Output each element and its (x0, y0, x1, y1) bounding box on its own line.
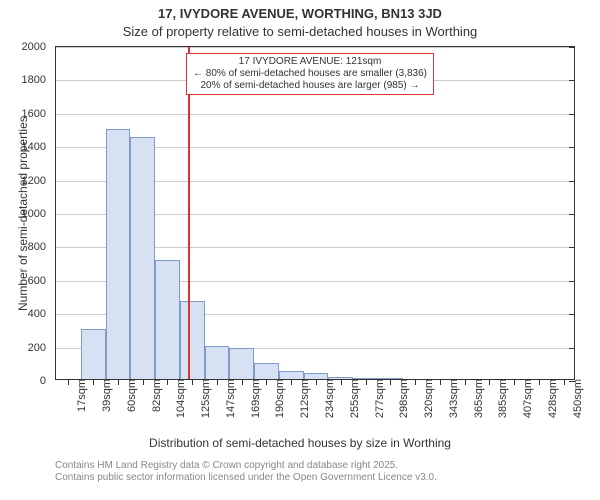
histogram-bar (155, 260, 180, 379)
x-tick-mark (366, 379, 367, 385)
x-tick-label: 190sqm (270, 379, 286, 418)
histogram-bar (81, 329, 106, 379)
x-tick-mark (341, 379, 342, 385)
y-tick-label: 200 (28, 342, 56, 354)
x-tick-label: 277sqm (370, 379, 386, 418)
x-tick-mark (217, 379, 218, 385)
x-tick-label: 147sqm (221, 379, 237, 418)
y-tick-label: 1800 (22, 74, 56, 86)
x-tick-mark (316, 379, 317, 385)
footer-line-1: Contains HM Land Registry data © Crown c… (55, 460, 600, 472)
x-tick-label: 320sqm (419, 379, 435, 418)
x-tick-label: 39sqm (97, 379, 113, 412)
grid-line (56, 47, 574, 48)
histogram-bar (254, 363, 279, 379)
x-tick-mark (291, 379, 292, 385)
x-tick-mark (465, 379, 466, 385)
x-tick-label: 407sqm (518, 379, 534, 418)
chart-root: 17, IVYDORE AVENUE, WORTHING, BN13 3JD S… (0, 0, 600, 500)
x-tick-label: 450sqm (568, 379, 584, 418)
marker-line (188, 47, 190, 379)
y-tick-label: 400 (28, 308, 56, 320)
x-tick-mark (390, 379, 391, 385)
x-tick-label: 169sqm (246, 379, 262, 418)
footer-attribution: Contains HM Land Registry data © Crown c… (0, 460, 600, 484)
y-tick-mark (569, 214, 575, 215)
y-tick-label: 1400 (22, 141, 56, 153)
x-tick-mark (489, 379, 490, 385)
x-axis-label: Distribution of semi-detached houses by … (0, 436, 600, 450)
plot-area: 020040060080010001200140016001800200017s… (55, 46, 575, 380)
x-tick-mark (192, 379, 193, 385)
x-tick-mark (564, 379, 565, 385)
x-tick-label: 125sqm (196, 379, 212, 418)
histogram-bar (180, 301, 205, 379)
x-tick-label: 365sqm (469, 379, 485, 418)
grid-line (56, 114, 574, 115)
x-tick-mark (143, 379, 144, 385)
chart-subtitle: Size of property relative to semi-detach… (0, 24, 600, 39)
footer-line-2: Contains public sector information licen… (55, 472, 600, 484)
y-tick-mark (569, 47, 575, 48)
x-tick-label: 343sqm (444, 379, 460, 418)
y-tick-label: 1000 (22, 208, 56, 220)
y-tick-mark (569, 80, 575, 81)
y-tick-label: 800 (28, 241, 56, 253)
x-tick-label: 17sqm (72, 379, 88, 412)
annotation-line-1: 17 IVYDORE AVENUE: 121sqm (193, 56, 427, 68)
x-tick-mark (242, 379, 243, 385)
x-tick-label: 60sqm (122, 379, 138, 412)
annotation-line-2: ← 80% of semi-detached houses are smalle… (193, 68, 427, 80)
y-tick-mark (569, 348, 575, 349)
x-tick-mark (514, 379, 515, 385)
annotation-line-3: 20% of semi-detached houses are larger (… (193, 80, 427, 92)
x-tick-mark (440, 379, 441, 385)
x-tick-mark (167, 379, 168, 385)
x-tick-label: 212sqm (295, 379, 311, 418)
x-tick-label: 234sqm (320, 379, 336, 418)
x-tick-mark (93, 379, 94, 385)
y-tick-mark (569, 181, 575, 182)
x-tick-label: 255sqm (345, 379, 361, 418)
y-tick-mark (569, 314, 575, 315)
y-tick-mark (569, 147, 575, 148)
x-tick-mark (539, 379, 540, 385)
y-tick-mark (569, 247, 575, 248)
y-tick-label: 1600 (22, 108, 56, 120)
x-tick-label: 104sqm (171, 379, 187, 418)
annotation-box: 17 IVYDORE AVENUE: 121sqm← 80% of semi-d… (186, 53, 434, 95)
y-tick-label: 2000 (22, 41, 56, 53)
x-tick-label: 385sqm (493, 379, 509, 418)
y-tick-mark (569, 114, 575, 115)
histogram-bar (130, 137, 155, 379)
x-tick-mark (415, 379, 416, 385)
x-tick-mark (68, 379, 69, 385)
y-tick-label: 0 (40, 375, 56, 387)
y-tick-mark (569, 281, 575, 282)
histogram-bar (205, 346, 230, 379)
histogram-bar (229, 348, 254, 379)
x-tick-label: 298sqm (394, 379, 410, 418)
x-tick-mark (266, 379, 267, 385)
chart-title: 17, IVYDORE AVENUE, WORTHING, BN13 3JD (0, 6, 600, 21)
histogram-bar (279, 371, 304, 379)
x-tick-mark (118, 379, 119, 385)
x-tick-label: 428sqm (543, 379, 559, 418)
y-tick-label: 600 (28, 275, 56, 287)
y-tick-label: 1200 (22, 175, 56, 187)
x-tick-label: 82sqm (147, 379, 163, 412)
histogram-bar (106, 129, 131, 380)
